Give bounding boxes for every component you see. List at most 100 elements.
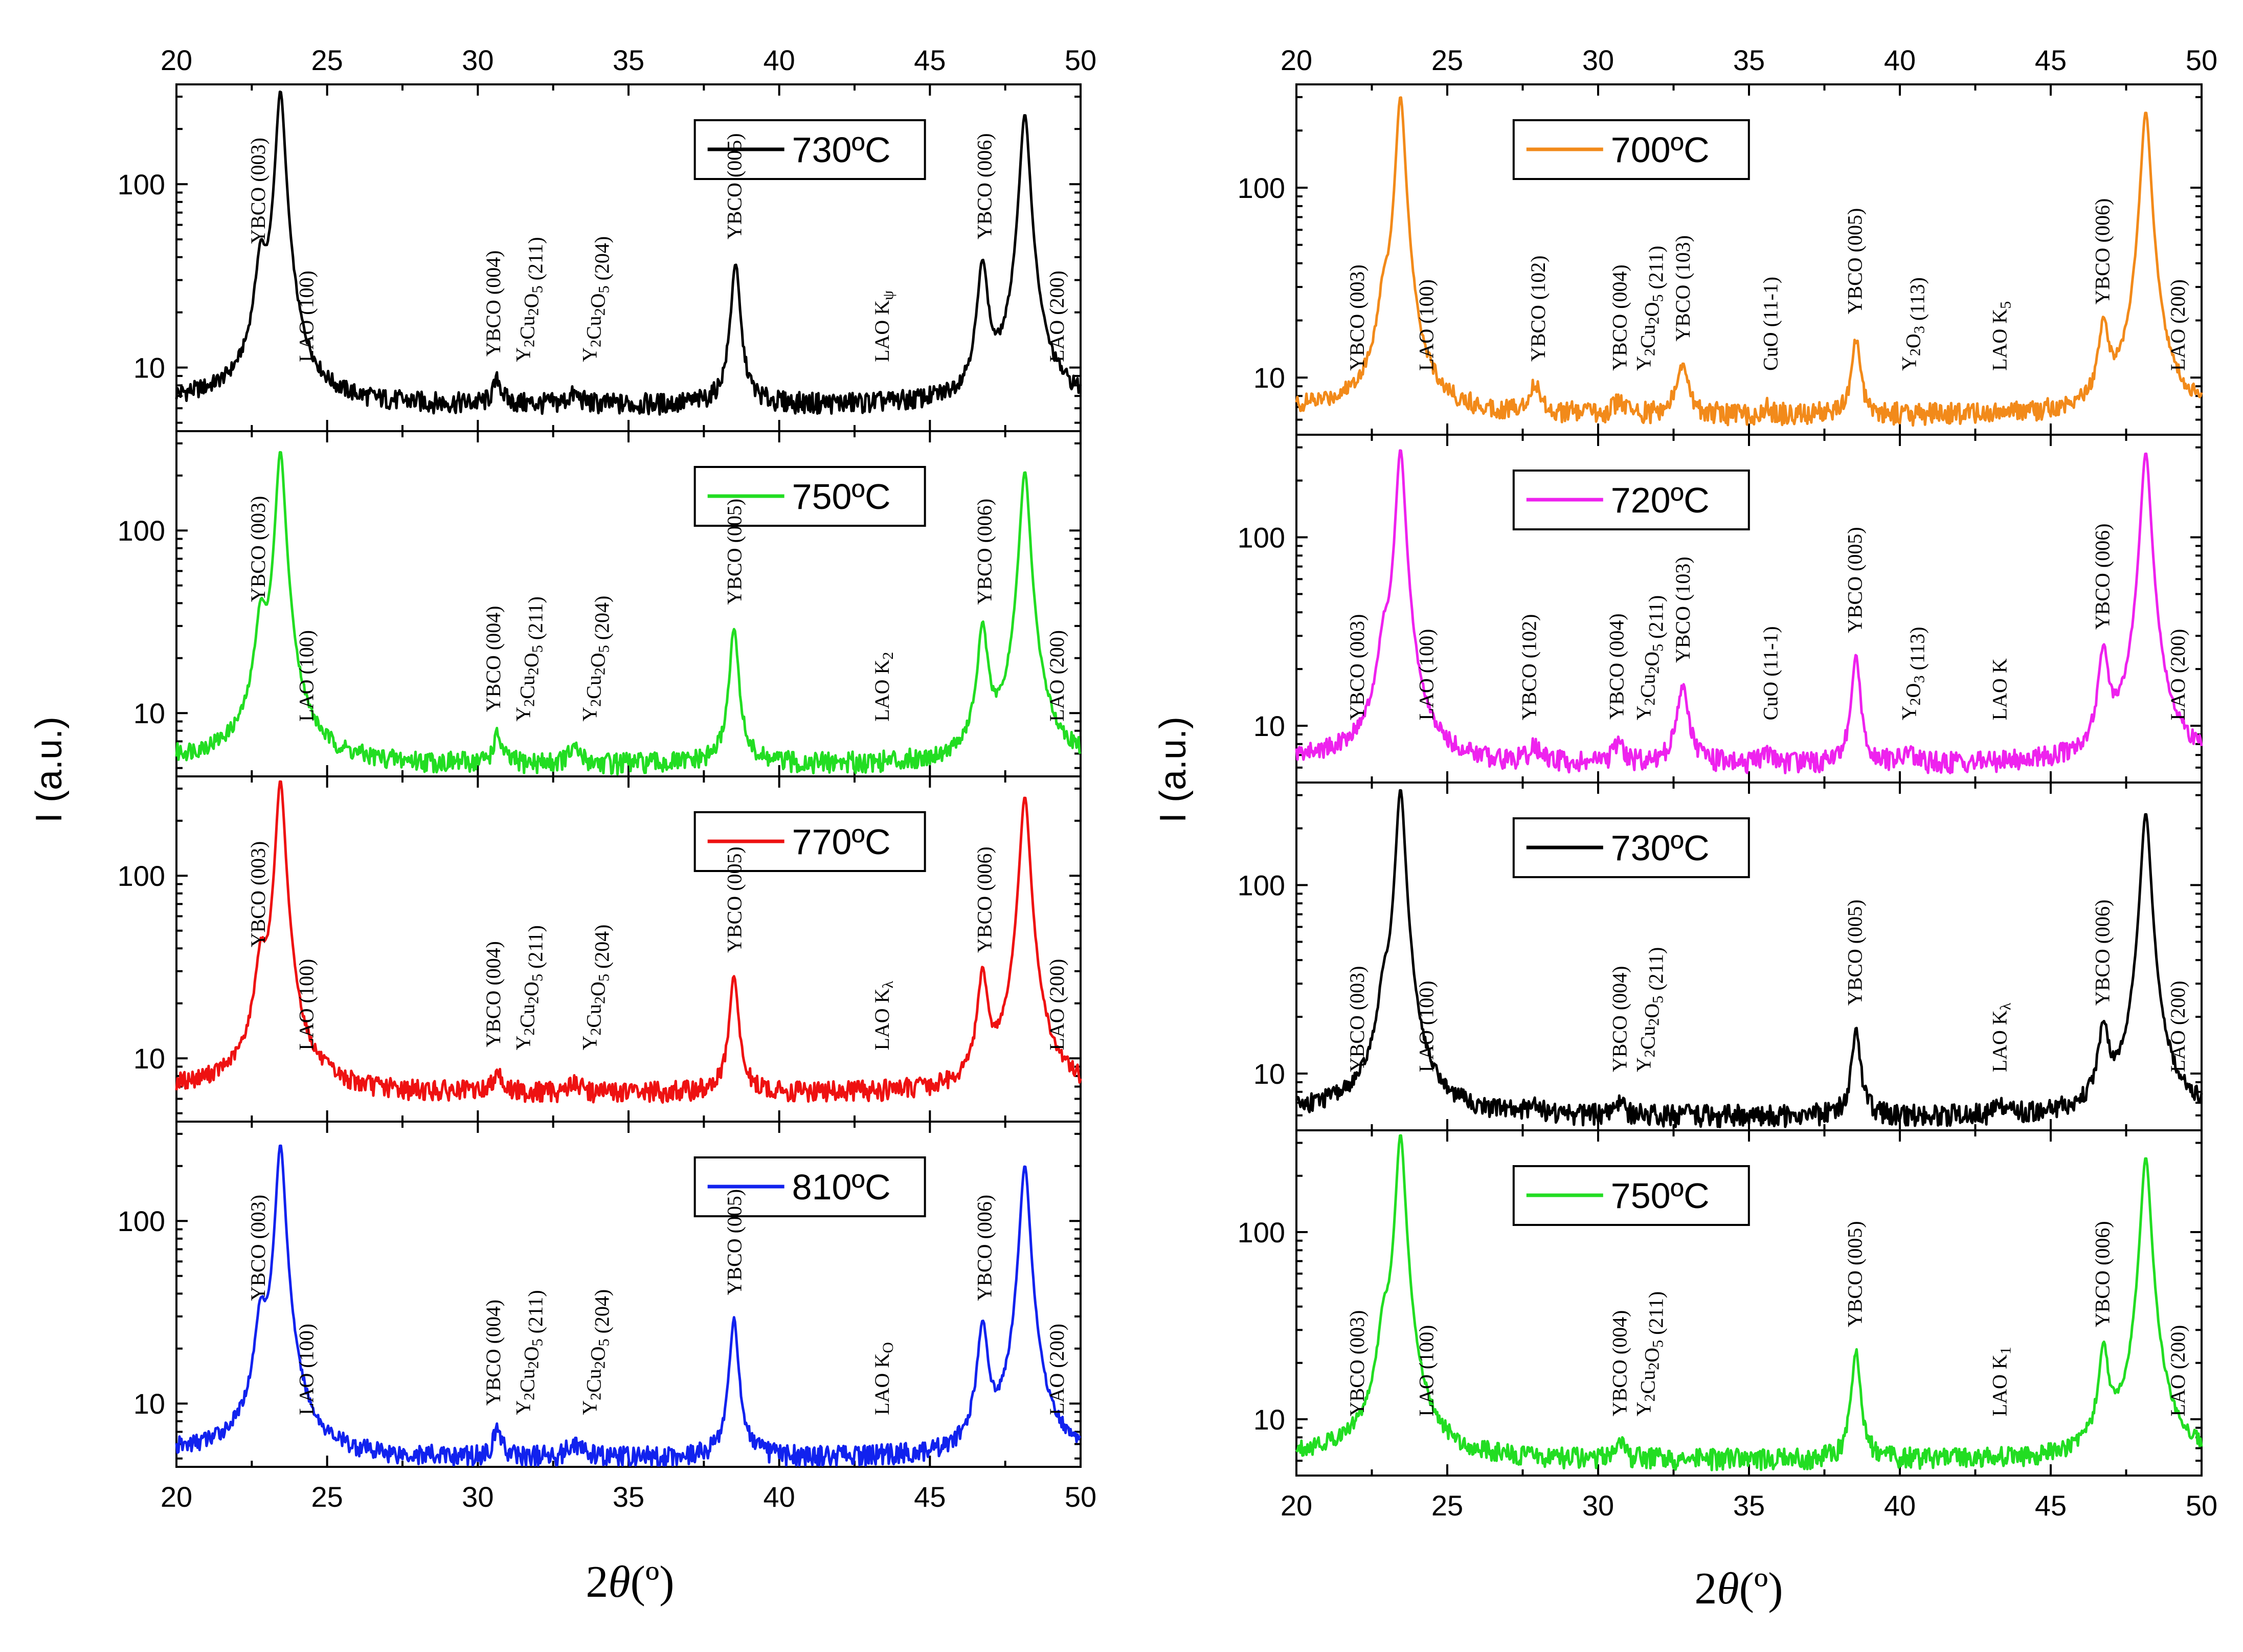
peak-label: Y2Cu2O5 (211)	[1632, 595, 1668, 721]
x-axis-label-unit: (º)	[631, 1557, 675, 1607]
peak-label: LAO K	[1988, 658, 2011, 720]
peak-label: YBCO (005)	[1844, 527, 1867, 633]
peak-label: LAO (200)	[1045, 271, 1068, 362]
y-tick-label: 100	[1238, 172, 1285, 204]
peak-label: YBCO (003)	[1345, 264, 1369, 371]
peak-label: Y2Cu2O5 (211)	[512, 237, 547, 362]
xrd-series-line	[1295, 1134, 2203, 1471]
xrd-series-line	[175, 451, 1082, 776]
x-tick-label: 45	[914, 44, 946, 76]
peak-label: LAO (200)	[1045, 959, 1068, 1051]
x-tick-label: 30	[462, 44, 494, 76]
legend-label: 750ºC	[1611, 1176, 1710, 1216]
peak-label: YBCO (004)	[482, 250, 505, 356]
peak-label: YBCO (004)	[1605, 613, 1628, 720]
peak-label: YBCO (005)	[723, 846, 746, 953]
peak-label: LAO (100)	[1415, 980, 1438, 1072]
xrd-panel: 20 25 30 35 40 45 50 10 100 700ºC YBCO (003) LAO (1…	[1238, 44, 2217, 436]
peak-label: YBCO (005)	[723, 499, 746, 605]
x-tick-label: 35	[613, 1481, 644, 1513]
peak-label: Y2Cu2O5 (204)	[578, 924, 613, 1050]
x-tick-label: 50	[2186, 44, 2217, 76]
peak-label: Y2Cu2O5 (211)	[512, 925, 547, 1051]
legend-label: 720ºC	[1611, 480, 1710, 520]
x-tick-label: 30	[1582, 44, 1614, 76]
x-axis-label-theta: θ	[1717, 1564, 1739, 1614]
y-tick-label: 10	[1253, 1403, 1285, 1436]
peak-label: LAO (100)	[295, 1324, 318, 1415]
x-tick-label: 45	[914, 1481, 946, 1513]
x-tick-label: 35	[1733, 44, 1765, 76]
y-tick-label: 10	[133, 352, 165, 384]
peak-label: YBCO (006)	[2091, 1221, 2114, 1327]
peak-label: YBCO (102)	[1517, 614, 1540, 721]
y-tick-label: 10	[133, 697, 165, 729]
x-axis-label-prefix: 2	[586, 1557, 608, 1607]
peak-label: CuO (11-1)	[1759, 626, 1782, 720]
xrd-panel: 20 25 30 35 40 45 50 10 100 750ºC YBCO (003) LAO (1…	[1238, 1129, 2217, 1522]
peak-label: Y2O3 (113)	[1898, 277, 1929, 371]
x-tick-label: 20	[1281, 1489, 1312, 1522]
xrd-panel: 20 25 30 35 40 45 50 10 100 810ºC YBCO (003) LAO (1…	[118, 1121, 1096, 1513]
x-tick-label: 40	[764, 44, 795, 76]
legend-label: 730ºC	[1611, 828, 1710, 868]
peak-label: LAO (200)	[1045, 630, 1068, 722]
peak-label: YBCO (003)	[246, 138, 270, 244]
x-tick-label: 50	[2186, 1489, 2217, 1522]
y-tick-label: 10	[133, 1388, 165, 1420]
peak-label: YBCO (103)	[1671, 556, 1694, 663]
peak-label: LAO (100)	[295, 271, 318, 362]
x-tick-label: 40	[1884, 44, 1916, 76]
y-tick-label: 100	[118, 168, 165, 200]
peak-label: YBCO (005)	[1844, 208, 1867, 315]
peak-label: LAO (100)	[1415, 629, 1438, 720]
peak-label: Y2Cu2O5 (211)	[512, 1290, 547, 1415]
y-tick-label: 100	[1238, 869, 1285, 902]
peak-label: YBCO (103)	[1671, 235, 1694, 342]
peak-label: YBCO (005)	[1844, 1221, 1867, 1327]
peak-label: YBCO (006)	[973, 499, 996, 605]
peak-label: LAO Kψ	[870, 291, 896, 362]
peak-label: YBCO (004)	[1608, 966, 1631, 1072]
legend-label: 750ºC	[792, 477, 891, 517]
peak-label: LAO (100)	[1415, 279, 1438, 371]
legend-label: 700ºC	[1611, 130, 1710, 170]
x-axis-label-theta: θ	[608, 1557, 630, 1607]
peak-label: YBCO (004)	[482, 606, 505, 712]
y-axis-label-left: I (a.u.)	[29, 717, 70, 823]
y-axis-label-right: I (a.u.)	[1153, 717, 1194, 823]
x-tick-label: 25	[311, 44, 343, 76]
legend-label: 810ºC	[792, 1167, 891, 1207]
peak-label: YBCO (005)	[723, 1189, 746, 1296]
peak-label: YBCO (006)	[2091, 523, 2114, 630]
peak-label: YBCO (003)	[246, 496, 270, 602]
x-axis-label-unit: (º)	[1739, 1564, 1783, 1614]
peak-label: Y2Cu2O5 (211)	[1632, 947, 1668, 1073]
peak-label: LAO (100)	[295, 959, 318, 1051]
x-tick-label: 45	[2035, 1489, 2067, 1522]
peak-label: YBCO (006)	[973, 846, 996, 953]
y-tick-label: 10	[1253, 362, 1285, 394]
peak-label: Y2Cu2O5 (204)	[578, 596, 613, 722]
peak-label: YBCO (003)	[1345, 614, 1369, 721]
xrd-series-line	[1295, 449, 2203, 774]
peak-label: Y2Cu2O5 (204)	[578, 1289, 613, 1415]
y-tick-label: 10	[133, 1042, 165, 1075]
xrd-series-line	[175, 780, 1082, 1104]
x-tick-label: 40	[1884, 1489, 1916, 1522]
peak-label: YBCO (006)	[2091, 198, 2114, 305]
x-tick-label: 50	[1065, 1481, 1096, 1513]
y-tick-label: 10	[1253, 1058, 1285, 1090]
y-tick-label: 100	[118, 860, 165, 892]
xrd-series-line	[1295, 96, 2203, 427]
x-axis-label-prefix: 2	[1694, 1564, 1717, 1614]
x-tick-label: 45	[2035, 44, 2067, 76]
xrd-series-line	[175, 91, 1082, 416]
peak-label: LAO K5	[1988, 301, 2014, 371]
peak-label: YBCO (004)	[1608, 1310, 1631, 1417]
peak-label: LAO KO	[870, 1342, 896, 1415]
peak-label: YBCO (006)	[2091, 900, 2114, 1006]
x-tick-label: 30	[462, 1481, 494, 1513]
